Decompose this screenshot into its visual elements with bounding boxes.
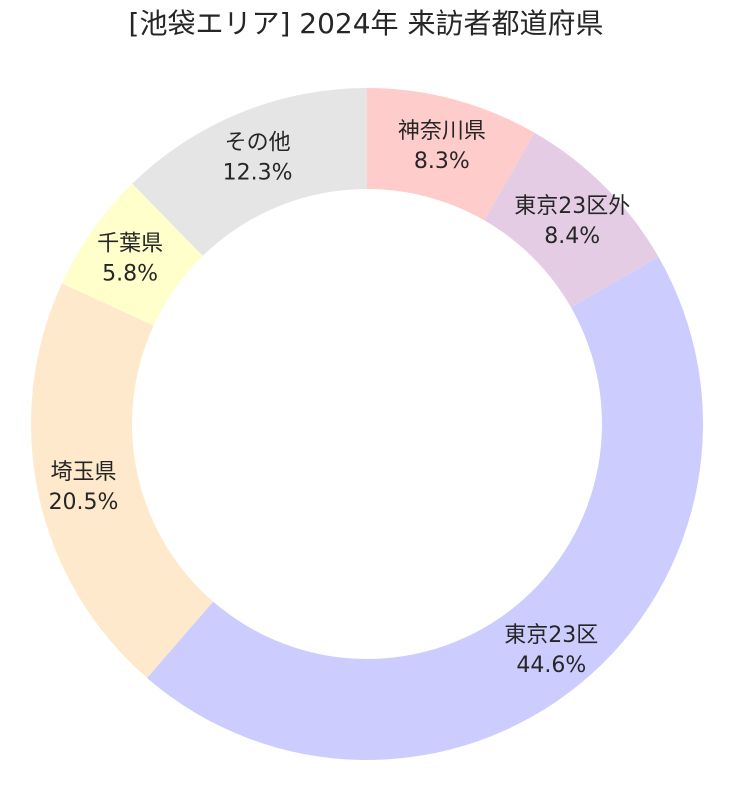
slice-percent-label: 12.3% [223,160,293,185]
slice-percent-label: 44.6% [516,653,586,678]
slice-label: 千葉県 5.8% [97,232,163,287]
slice-category-label: 神奈川県 [398,119,486,144]
slice-category-label: 東京23区外 [514,194,630,219]
slice-label: 埼玉県 20.5% [49,460,119,515]
donut-slice [484,132,659,308]
slice-percent-label: 8.4% [544,224,600,249]
slice-labels: 神奈川県 8.3% 東京23区外 8.4% 東京23区 44.6% 埼玉県 20.5% 千葉県 5… [49,119,631,678]
slice-category-label: 東京23区 [504,623,598,648]
slice-label: 東京23区外 8.4% [514,194,630,249]
slice-label: 神奈川県 8.3% [398,119,486,174]
slice-label: 東京23区 44.6% [504,623,598,678]
donut-slice [132,88,367,256]
donut-slice [367,88,535,221]
slice-category-label: その他 [225,130,291,155]
donut-slice [147,256,703,761]
chart-title: [池袋エリア] 2024年 来訪者都道府県 [128,7,604,40]
slice-percent-label: 20.5% [49,490,119,515]
donut-slices [30,88,703,761]
donut-slice [30,283,214,678]
slice-category-label: 埼玉県 [51,460,117,485]
slice-label: その他 12.3% [223,130,293,185]
slice-percent-label: 8.3% [414,149,470,174]
slice-category-label: 千葉県 [97,232,163,257]
donut-slice [61,183,203,326]
slice-percent-label: 5.8% [102,262,158,287]
